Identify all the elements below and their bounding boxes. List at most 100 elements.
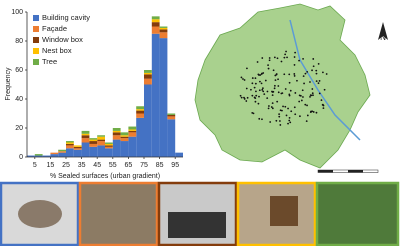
site-point (242, 78, 244, 80)
bar-segment (167, 113, 176, 115)
site-point (302, 96, 304, 98)
site-point (285, 50, 287, 53)
site-point (276, 100, 279, 103)
site-point (264, 79, 267, 82)
site-point (312, 65, 315, 68)
site-point (260, 82, 263, 85)
bar-segment (120, 138, 129, 142)
site-point (258, 89, 261, 92)
site-point (321, 103, 324, 106)
bar-segment (151, 26, 160, 34)
x-tick-label: 35 (78, 162, 86, 169)
y-axis-label: Frequency (5, 67, 12, 101)
site-point (293, 73, 296, 75)
site-point (257, 73, 260, 76)
bar-segment (34, 154, 43, 156)
site-point (298, 59, 300, 62)
legend-label: Tree (42, 57, 57, 66)
site-point (261, 88, 264, 91)
site-point (293, 106, 296, 109)
site-point (254, 77, 257, 80)
y-tick-label: 60 (15, 67, 23, 74)
site-point (254, 100, 257, 103)
bar-segment (144, 78, 152, 85)
bar-segment (112, 128, 121, 131)
site-point (275, 73, 278, 75)
site-point (278, 113, 281, 115)
bar-segment (144, 70, 152, 73)
site-point (263, 93, 266, 96)
scale-bar-segment (318, 170, 333, 173)
site-point (256, 61, 259, 63)
site-point (288, 73, 291, 76)
site-point (283, 56, 286, 59)
site-point (318, 92, 321, 95)
site-point (283, 73, 286, 76)
bar-segment (66, 141, 74, 143)
y-tick-label: 100 (11, 9, 23, 16)
site-point (261, 118, 263, 121)
bar-segment (159, 27, 168, 30)
bar-segment (167, 119, 176, 157)
bar-segment (50, 152, 59, 155)
river (289, 19, 361, 141)
bar-segment (120, 141, 129, 157)
site-point (317, 62, 320, 65)
site-point (255, 90, 257, 93)
site-point (259, 74, 262, 76)
bar-segment (128, 129, 137, 131)
site-point (260, 73, 263, 75)
legend-swatch (33, 15, 39, 21)
site-point (302, 58, 304, 60)
site-point (254, 82, 257, 85)
site-point (288, 93, 291, 96)
site-point (322, 71, 324, 74)
bar-segment (89, 146, 98, 157)
map: N (194, 3, 388, 173)
bar-segment (58, 151, 66, 153)
bar-segment (128, 126, 137, 130)
site-point (288, 119, 291, 122)
bar-segment (73, 145, 82, 147)
site-point (273, 56, 276, 59)
site-point (268, 105, 270, 107)
site-point (280, 92, 283, 95)
site-point (251, 77, 254, 79)
site-point (309, 81, 311, 83)
site-point (320, 99, 323, 102)
scale-bar-segment (348, 170, 363, 173)
site-point (268, 57, 271, 59)
site-point (245, 100, 248, 102)
site-point (279, 124, 282, 126)
bar-segment (144, 84, 152, 157)
site-point (240, 96, 243, 99)
bar-segment (89, 141, 98, 144)
site-point (280, 60, 283, 63)
bar-segment (112, 139, 121, 157)
bar-segment (128, 132, 137, 137)
site-point (287, 107, 289, 110)
y-tick-label: 0 (19, 154, 23, 161)
bar-segment (159, 38, 168, 157)
city-area (194, 3, 371, 169)
site-point (294, 92, 297, 94)
bar-segment (81, 138, 90, 143)
site-point (246, 67, 248, 70)
north-arrow (378, 22, 388, 40)
bar-segment (105, 145, 113, 147)
site-point (312, 94, 314, 97)
site-point (315, 80, 318, 83)
site-point (262, 90, 265, 93)
bar-segment (136, 117, 144, 157)
site-point (306, 71, 309, 73)
site-point (269, 121, 272, 123)
x-axis-label: % Sealed surfaces (urban gradient) (50, 173, 160, 180)
site-point (318, 80, 321, 82)
site-point (325, 73, 328, 75)
site-point (270, 106, 273, 108)
site-point (273, 84, 276, 87)
photo-detail (168, 212, 226, 238)
bar-segment (42, 155, 51, 157)
bar-segment (89, 143, 98, 147)
legend-swatch (33, 37, 39, 43)
